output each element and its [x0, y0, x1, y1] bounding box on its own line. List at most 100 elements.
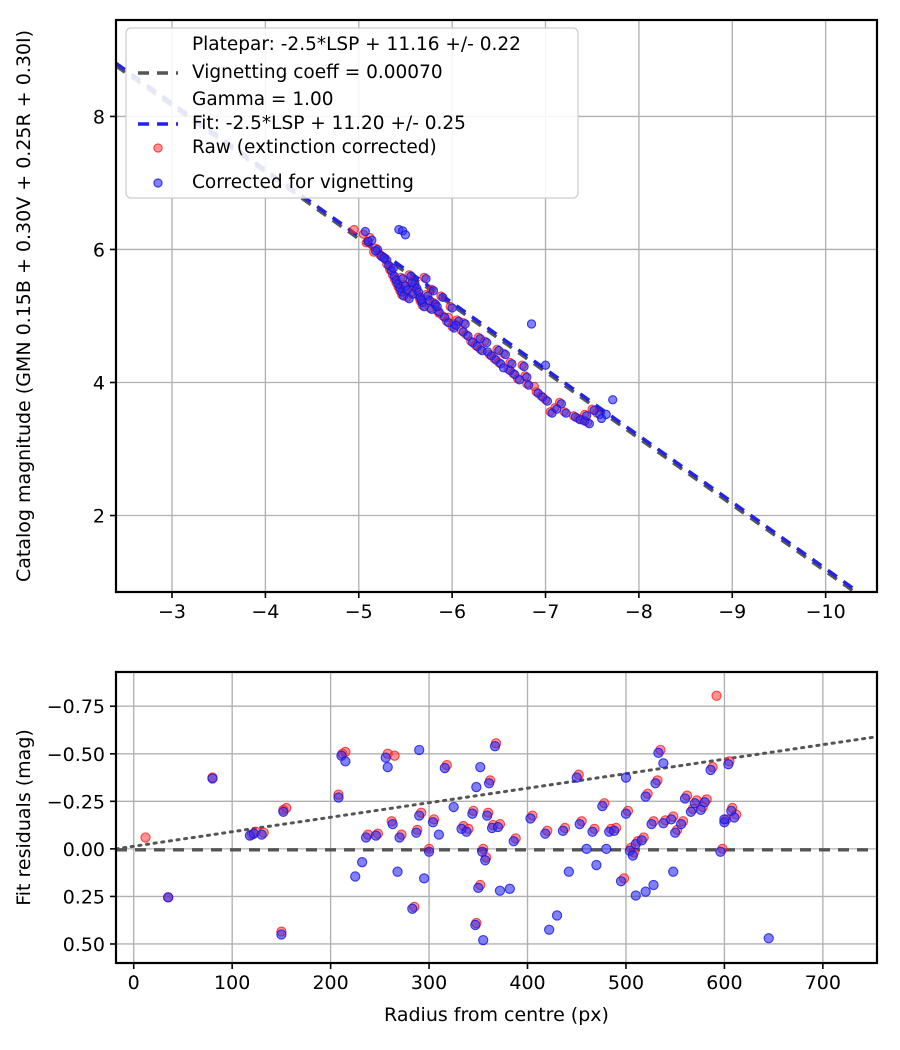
data-point: [478, 935, 489, 946]
y-axis-label: Fit residuals (mag): [13, 729, 35, 906]
data-point: [640, 886, 651, 897]
data-point: [481, 810, 493, 821]
data-point: [608, 395, 618, 405]
axes-background-1: [116, 672, 877, 963]
data-point: [370, 246, 381, 256]
data-point: [646, 819, 657, 830]
data-point: [508, 836, 519, 847]
data-point: [679, 793, 691, 804]
y-tick-label: 8: [93, 106, 105, 128]
data-point: [471, 781, 482, 793]
data-point: [620, 772, 632, 783]
lines-1: [114, 735, 879, 852]
data-point: [460, 319, 470, 329]
data-point: [207, 773, 218, 784]
data-point: [363, 236, 373, 247]
y-tick-label: 0.25: [63, 886, 105, 908]
data-point: [140, 832, 151, 843]
data-point: [407, 278, 417, 288]
data-point: [666, 814, 677, 825]
data-point: [433, 829, 445, 840]
data-point: [608, 825, 620, 836]
data-point: [400, 230, 411, 240]
y-tick-label: −0.25: [47, 791, 105, 813]
data-point: [561, 408, 571, 418]
data-point: [763, 933, 774, 944]
data-point: [597, 800, 608, 812]
data-point: [427, 817, 439, 828]
data-point: [360, 832, 372, 843]
x-tick-label: −10: [806, 601, 846, 623]
data-point: [463, 331, 473, 341]
data-point: [394, 832, 405, 843]
data-point: [451, 320, 461, 330]
data-point: [601, 843, 612, 855]
gridlines-1: [116, 672, 877, 963]
x-tick-label: −5: [345, 601, 373, 623]
legend-platepar-line2: Vignetting coeff = 0.00070: [192, 62, 443, 83]
data-point: [428, 286, 439, 296]
data-point: [349, 224, 359, 235]
data-point: [615, 876, 627, 887]
x-tick-label: −4: [251, 601, 279, 623]
y-tick-label: −0.75: [47, 696, 105, 718]
clip-right-0: [877, 0, 900, 632]
data-point: [475, 333, 485, 344]
clip-left-1: [76, 632, 116, 1003]
series-corrected: [360, 224, 618, 429]
data-point: [483, 778, 495, 789]
data-point: [587, 826, 598, 837]
legend-platepar-line1: Platepar: -2.5*LSP + 11.16 +/- 0.22: [192, 34, 521, 55]
data-point: [591, 859, 602, 871]
data-point: [556, 399, 567, 409]
axes-fit-residuals-vs-radius: 0 100 200 300 400 500 600 700 0.50 0.25 0.00 −0.25 −…: [13, 632, 900, 1026]
data-point: [640, 791, 651, 802]
data-point: [477, 846, 488, 857]
data-point: [685, 806, 697, 817]
x-axis-label: Radius from centre (px): [384, 1004, 609, 1026]
clip-left-0: [76, 0, 116, 632]
data-point: [416, 295, 426, 305]
data-point: [601, 409, 611, 420]
data-point: [398, 274, 408, 284]
x-tick-label: −6: [438, 601, 466, 623]
y-tick-label: 0.50: [63, 934, 105, 956]
data-point: [278, 806, 289, 817]
legend-frame: [125, 27, 579, 199]
data-point: [563, 866, 575, 877]
data-point: [729, 812, 740, 823]
data-point: [382, 761, 393, 773]
data-point: [276, 929, 287, 940]
data-point: [475, 761, 486, 773]
data-point: [719, 814, 730, 825]
x-tick-label: 600: [706, 972, 742, 994]
data-point: [470, 919, 481, 931]
data-point: [448, 801, 459, 813]
data-point: [627, 850, 638, 861]
trend-line: [114, 735, 879, 851]
data-point: [519, 361, 529, 372]
data-point: [340, 756, 351, 767]
data-point: [584, 419, 595, 429]
data-point: [498, 363, 509, 373]
data-point: [418, 873, 430, 884]
data-point: [658, 758, 669, 769]
data-point: [333, 792, 344, 803]
data-point: [699, 797, 710, 808]
data-point: [551, 910, 563, 921]
data-point: [542, 396, 553, 406]
y-tick-label: 2: [93, 506, 105, 528]
data-point: [540, 828, 551, 839]
data-point: [522, 372, 532, 382]
legend-platepar-line3: Gamma = 1.00: [192, 89, 334, 110]
data-point: [504, 883, 515, 894]
data-point: [557, 825, 569, 836]
data-point: [489, 741, 501, 752]
data-point: [507, 359, 517, 369]
axes-spines-0: [114, 18, 879, 594]
data-point: [648, 879, 659, 891]
data-point: [715, 846, 726, 857]
data-point: [675, 819, 687, 830]
clip-bottom-1: [76, 963, 900, 1003]
